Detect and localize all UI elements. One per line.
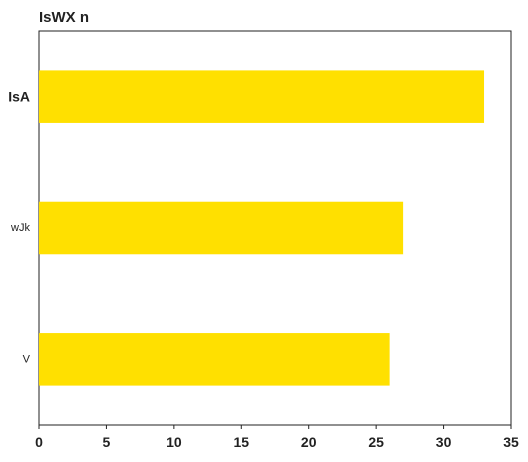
bar-v [39,333,390,386]
x-tick-label-10: 10 [166,434,182,450]
x-tick-label-20: 20 [301,434,317,450]
x-tick-label-5: 5 [103,434,111,450]
bar-wjk [39,201,404,255]
bars-layer [39,70,485,386]
y-tick-label-isa: IsA [8,89,30,105]
chart-title: IsWX n [39,9,89,26]
x-axis-ticks: 0 5 10 15 20 25 30 35 [35,425,519,450]
bar-isa [39,70,485,123]
x-tick-label-25: 25 [368,434,384,450]
y-tick-labels: IsA wJk V [8,89,30,366]
x-tick-label-35: 35 [503,434,519,450]
x-tick-label-30: 30 [436,434,452,450]
y-tick-label-v: V [23,353,31,365]
x-tick-label-15: 15 [233,434,249,450]
y-tick-label-wjk: wJk [10,222,30,234]
x-tick-label-0: 0 [35,434,43,450]
